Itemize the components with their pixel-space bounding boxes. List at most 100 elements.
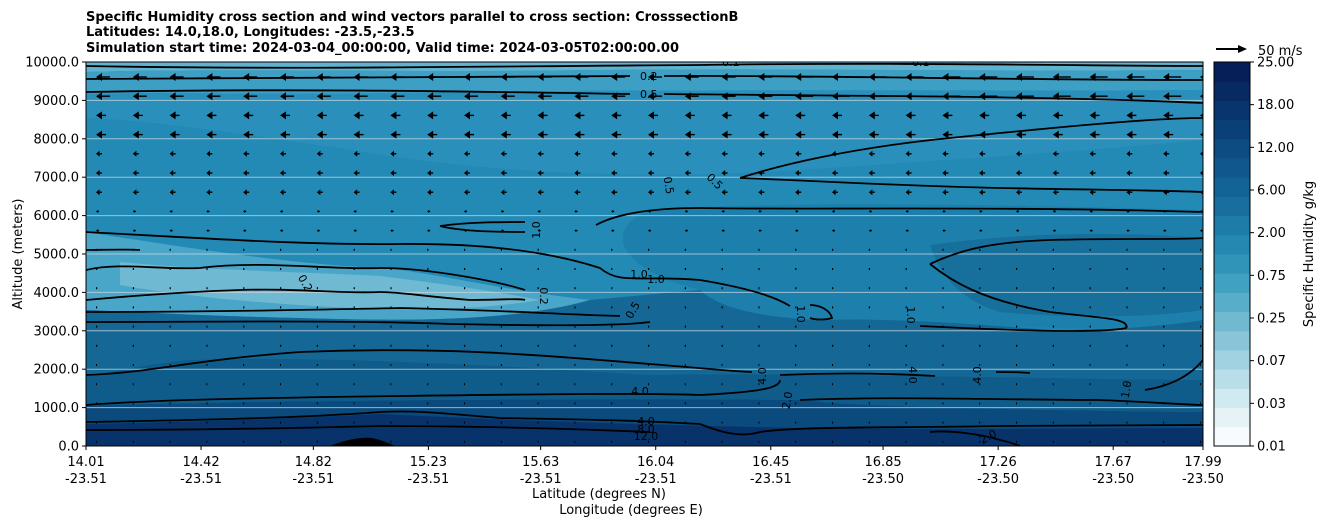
wind-arrow bbox=[1016, 229, 1019, 233]
wind-arrow bbox=[390, 287, 392, 290]
wind-arrow-dot bbox=[721, 306, 723, 309]
wind-arrow bbox=[1089, 440, 1091, 443]
wind-arrow-dot bbox=[1089, 248, 1091, 251]
wind-arrow bbox=[206, 150, 213, 157]
wind-arrow-dot bbox=[574, 287, 576, 290]
wind-arrow bbox=[316, 383, 318, 386]
wind-arrow bbox=[721, 364, 723, 366]
wind-arrow bbox=[132, 268, 134, 270]
wind-arrow bbox=[1016, 130, 1026, 139]
wind-arrow-head bbox=[243, 170, 247, 176]
colorbar-segment bbox=[1214, 100, 1250, 121]
wind-arrow-head bbox=[353, 209, 356, 213]
wind-arrow bbox=[464, 170, 470, 176]
wind-arrow-dot bbox=[464, 248, 466, 251]
wind-arrow bbox=[537, 440, 539, 443]
wind-arrow-dot bbox=[96, 306, 98, 309]
contour-label: 1.0 bbox=[1119, 380, 1135, 399]
wind-arrow-dot bbox=[169, 402, 171, 405]
wind-arrow bbox=[1200, 170, 1203, 176]
wind-arrow-dot bbox=[1163, 268, 1165, 270]
wind-arrow bbox=[721, 111, 732, 120]
wind-arrow bbox=[758, 440, 760, 443]
wind-arrow-head bbox=[206, 150, 210, 157]
wind-arrow-dot bbox=[721, 248, 723, 251]
wind-arrow-head bbox=[243, 229, 245, 233]
wind-arrow-dot bbox=[132, 383, 134, 386]
wind-arrow bbox=[132, 325, 134, 328]
wind-arrow bbox=[795, 306, 797, 309]
wind-arrow bbox=[537, 189, 544, 196]
wind-arrow-dot bbox=[611, 306, 613, 309]
wind-arrow bbox=[648, 189, 654, 196]
wind-arrow-head bbox=[1163, 170, 1167, 176]
wind-arrow bbox=[353, 248, 355, 251]
wind-arrow bbox=[1200, 306, 1202, 309]
wind-arrow bbox=[464, 209, 467, 213]
wind-arrow bbox=[905, 402, 907, 405]
wind-arrow-dot bbox=[1089, 287, 1091, 290]
wind-arrow-dot bbox=[537, 287, 539, 290]
wind-arrow-dot bbox=[1089, 306, 1091, 309]
wind-arrow bbox=[537, 402, 539, 405]
wind-arrow-dot bbox=[96, 344, 98, 347]
wind-arrow-dot bbox=[1052, 248, 1054, 251]
wind-arrow-head bbox=[1126, 111, 1133, 120]
wind-arrow bbox=[721, 287, 723, 290]
wind-arrow bbox=[1126, 248, 1128, 251]
wind-arrow bbox=[795, 150, 802, 157]
wind-arrow bbox=[868, 209, 872, 213]
wind-arrow-head bbox=[427, 111, 434, 120]
wind-arrow-head bbox=[464, 73, 470, 81]
wind-arrow bbox=[316, 325, 318, 328]
wind-arrow bbox=[1052, 287, 1054, 290]
wind-arrow bbox=[574, 440, 576, 443]
wind-arrow bbox=[942, 325, 944, 328]
wind-arrow-head bbox=[353, 92, 360, 101]
wind-arrow-head bbox=[1052, 150, 1057, 157]
x-tick-label-latitude: 14.01 bbox=[67, 455, 104, 470]
wind-arrow bbox=[96, 248, 98, 251]
wind-arrow bbox=[169, 364, 171, 366]
wind-arrow-head bbox=[868, 150, 873, 157]
wind-arrow-head bbox=[795, 229, 797, 233]
wind-arrow-dot bbox=[721, 268, 723, 270]
wind-arrow bbox=[942, 402, 944, 405]
colorbar-tick-label: 0.03 bbox=[1257, 397, 1286, 412]
wind-arrow-head bbox=[868, 111, 875, 120]
wind-arrow-head bbox=[316, 189, 321, 196]
wind-arrow bbox=[611, 73, 626, 81]
wind-arrow bbox=[353, 150, 360, 157]
wind-arrow bbox=[390, 383, 392, 386]
wind-arrow-head bbox=[979, 92, 986, 101]
wind-arrow bbox=[353, 130, 364, 139]
wind-arrow-head bbox=[132, 189, 137, 196]
wind-arrow-dot bbox=[905, 344, 907, 347]
wind-arrow-head bbox=[979, 130, 986, 139]
wind-arrow bbox=[316, 268, 318, 270]
wind-arrow-head bbox=[684, 229, 687, 233]
wind-arrow-dot bbox=[427, 421, 429, 424]
wind-arrow-dot bbox=[795, 248, 797, 251]
wind-arrow bbox=[795, 440, 797, 443]
wind-arrow-dot bbox=[280, 364, 281, 366]
wind-arrow bbox=[464, 130, 474, 139]
wind-arrow-head bbox=[942, 170, 946, 176]
wind-arrow bbox=[1089, 248, 1091, 251]
wind-arrow-dot bbox=[758, 306, 760, 309]
wind-arrow-head bbox=[758, 73, 765, 81]
wind-arrow bbox=[942, 306, 944, 309]
wind-arrow bbox=[280, 383, 281, 386]
wind-arrow-head bbox=[942, 189, 946, 196]
wind-arrow-dot bbox=[353, 344, 355, 347]
wind-arrow bbox=[427, 383, 429, 386]
wind-arrow-dot bbox=[427, 440, 429, 443]
wind-arrow-head bbox=[1052, 92, 1059, 101]
wind-arrow-dot bbox=[464, 306, 466, 309]
wind-arrow bbox=[243, 306, 245, 309]
wind-arrow-dot bbox=[758, 325, 760, 328]
wind-arrow-head bbox=[832, 209, 834, 213]
wind-arrow bbox=[758, 287, 760, 290]
wind-arrow bbox=[132, 73, 147, 81]
wind-arrow-head bbox=[1016, 229, 1018, 233]
